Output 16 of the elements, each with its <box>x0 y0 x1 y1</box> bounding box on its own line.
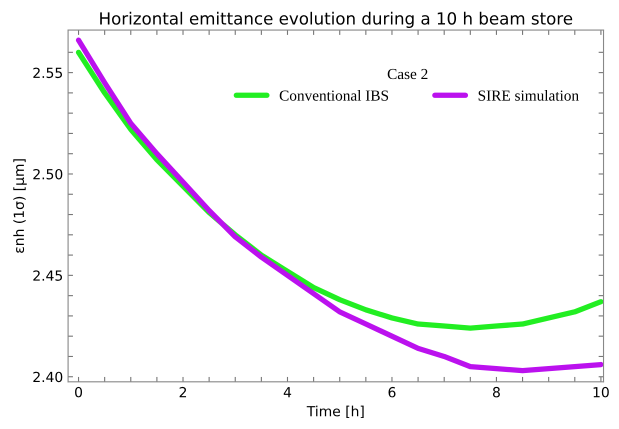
legend-label: Conventional IBS <box>280 90 388 101</box>
x-tick-label: 4 <box>284 387 292 398</box>
y-tick-label: 2.55 <box>33 68 62 78</box>
x-axis-title: Time [h] <box>306 406 364 418</box>
y-axis-title: εnh (1σ) [μm] <box>13 159 27 253</box>
legend-label: SIRE simulation <box>478 90 579 101</box>
x-tick-label: 0 <box>75 386 82 398</box>
x-tick-label: 2 <box>180 386 186 398</box>
x-tick-label: 10 <box>594 386 609 398</box>
y-tick-label: 2.45 <box>33 270 62 281</box>
legend-title: Case 2 <box>388 68 428 80</box>
y-tick-label: 2.40 <box>33 372 62 382</box>
x-tick-label: 6 <box>388 386 396 398</box>
x-tick-label: 8 <box>492 386 500 398</box>
chart-title: Horizontal emittance evolution during a 10 h beam store <box>100 12 572 28</box>
y-tick-label: 2.50 <box>33 168 62 180</box>
